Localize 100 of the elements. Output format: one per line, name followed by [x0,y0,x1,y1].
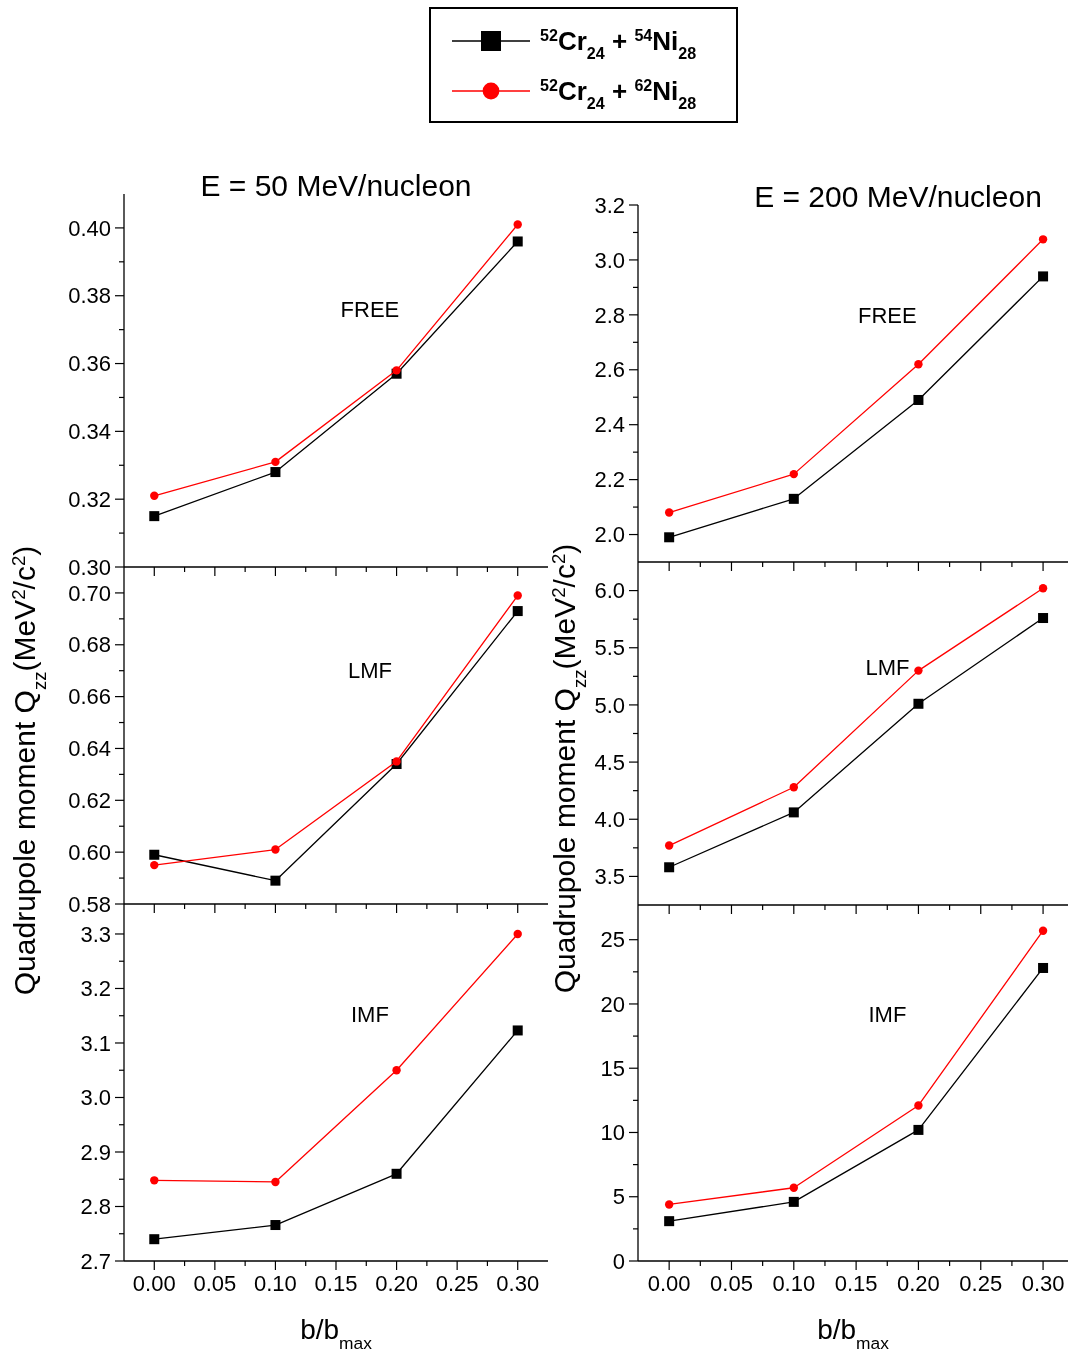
point [664,508,674,517]
y-tick-label: 4.0 [594,806,625,832]
y-tick-label: 0.68 [68,632,111,658]
x-tick-label: 0.10 [254,1271,297,1296]
y-tick-label: 3.5 [594,864,625,890]
point [913,1124,924,1135]
y-tick-label: 2.0 [594,522,625,548]
x-tick-label: 0.25 [959,1271,1003,1296]
point [270,875,281,886]
y-tick-label: 0.38 [68,283,111,309]
point [788,807,799,818]
y-tick-label: 0.66 [68,684,111,710]
point [664,532,675,543]
point [789,1183,798,1192]
point [271,845,280,854]
point [1038,235,1048,244]
point [1038,271,1049,282]
legend-label: $^{52}$Cr$_{24}$ + $^{62}$Ni$_{28}$ [540,76,697,112]
x-tick-label: 0.10 [772,1271,816,1296]
point [914,666,923,675]
point [392,366,401,375]
y-tick-label: 2.8 [594,302,625,328]
point [149,1234,160,1245]
point [914,1101,923,1110]
point [1038,962,1049,973]
x-tick-label: 0.00 [647,1271,691,1296]
y-tick-label: 4.5 [594,749,625,775]
point [512,1025,523,1036]
point [149,511,160,522]
y-tick-label: 20 [600,991,625,1017]
point [513,591,522,600]
point [512,236,523,247]
point [913,394,924,405]
point [789,469,798,479]
y-tick-label: 0.32 [68,486,111,512]
annotation: LMF [865,655,910,681]
point [149,849,160,860]
y-tick-label: 10 [600,1120,625,1146]
y-tick-label: 0.36 [68,351,111,377]
x-tick-label: 0.15 [834,1271,878,1296]
x-tick-label: 0.30 [1021,1271,1065,1296]
annotation: IMF [350,1001,389,1027]
x-tick-label: 0.00 [132,1271,176,1296]
x-tick-label: 0.15 [314,1271,358,1296]
x-tick-label: 0.05 [193,1271,237,1296]
point [1038,584,1048,593]
y-tick-label: 0.58 [68,891,111,917]
y-tick-label: 0.70 [68,580,111,606]
point [1038,613,1049,624]
y-tick-label: 6.0 [594,578,625,604]
point [271,457,280,467]
point [788,1196,799,1207]
x-tick-label: 0.20 [375,1271,418,1296]
point [150,1176,159,1185]
point [664,841,674,850]
point [789,783,798,792]
annotation: IMF [868,1002,907,1028]
y-tick-label: 2.6 [594,357,625,383]
y-tick-label: 0.34 [68,419,111,445]
y-tick-label: 0.40 [68,215,111,241]
point [270,1220,281,1231]
y-tick-label: 5 [612,1184,625,1210]
y-tick-label: 0.64 [68,736,111,762]
x-axis-title: b/b$_{max}$ [300,1314,373,1353]
y-tick-label: 2.8 [80,1194,111,1220]
x-tick-label: 0.25 [435,1271,479,1296]
y-tick-label: 0.60 [68,839,111,865]
point [513,220,522,229]
point [913,698,924,709]
y-tick-label: 3.0 [594,247,625,273]
annotation: LMF [347,658,392,684]
x-tick-label: 0.20 [897,1271,940,1296]
point [150,860,159,870]
y-tick-label: 2.7 [80,1248,111,1274]
y-tick-label: 25 [600,927,625,953]
y-tick-label: 0.30 [68,554,111,580]
legend-label: $^{52}$Cr$_{24}$ + $^{54}$Ni$_{28}$ [540,26,697,62]
y-tick-label: 3.3 [80,921,111,947]
point [392,1066,401,1075]
point [150,491,159,500]
point [270,467,281,478]
annotation: FREE [340,297,400,323]
point [1038,926,1048,935]
x-axis-title: b/b$_{max}$ [817,1314,890,1353]
y-tick-label: 0.62 [68,788,111,814]
y-tick-label: 0 [612,1248,625,1274]
y-tick-label: 5.5 [594,635,625,661]
point [271,1177,280,1187]
x-tick-label: 0.30 [496,1271,540,1296]
y-tick-label: 15 [600,1055,625,1081]
point [914,360,923,369]
y-tick-label: 3.0 [80,1085,111,1111]
y-tick-label: 3.2 [80,976,111,1002]
x-tick-label: 0.05 [710,1271,753,1296]
point [788,493,799,504]
y-tick-label: 5.0 [594,692,625,718]
chart-title: E = 200 MeV/nucleon [754,180,1042,213]
chart-title: E = 50 MeV/nucleon [200,169,472,202]
y-tick-label: 2.4 [594,412,625,438]
y-tick-label: 3.2 [594,192,625,218]
